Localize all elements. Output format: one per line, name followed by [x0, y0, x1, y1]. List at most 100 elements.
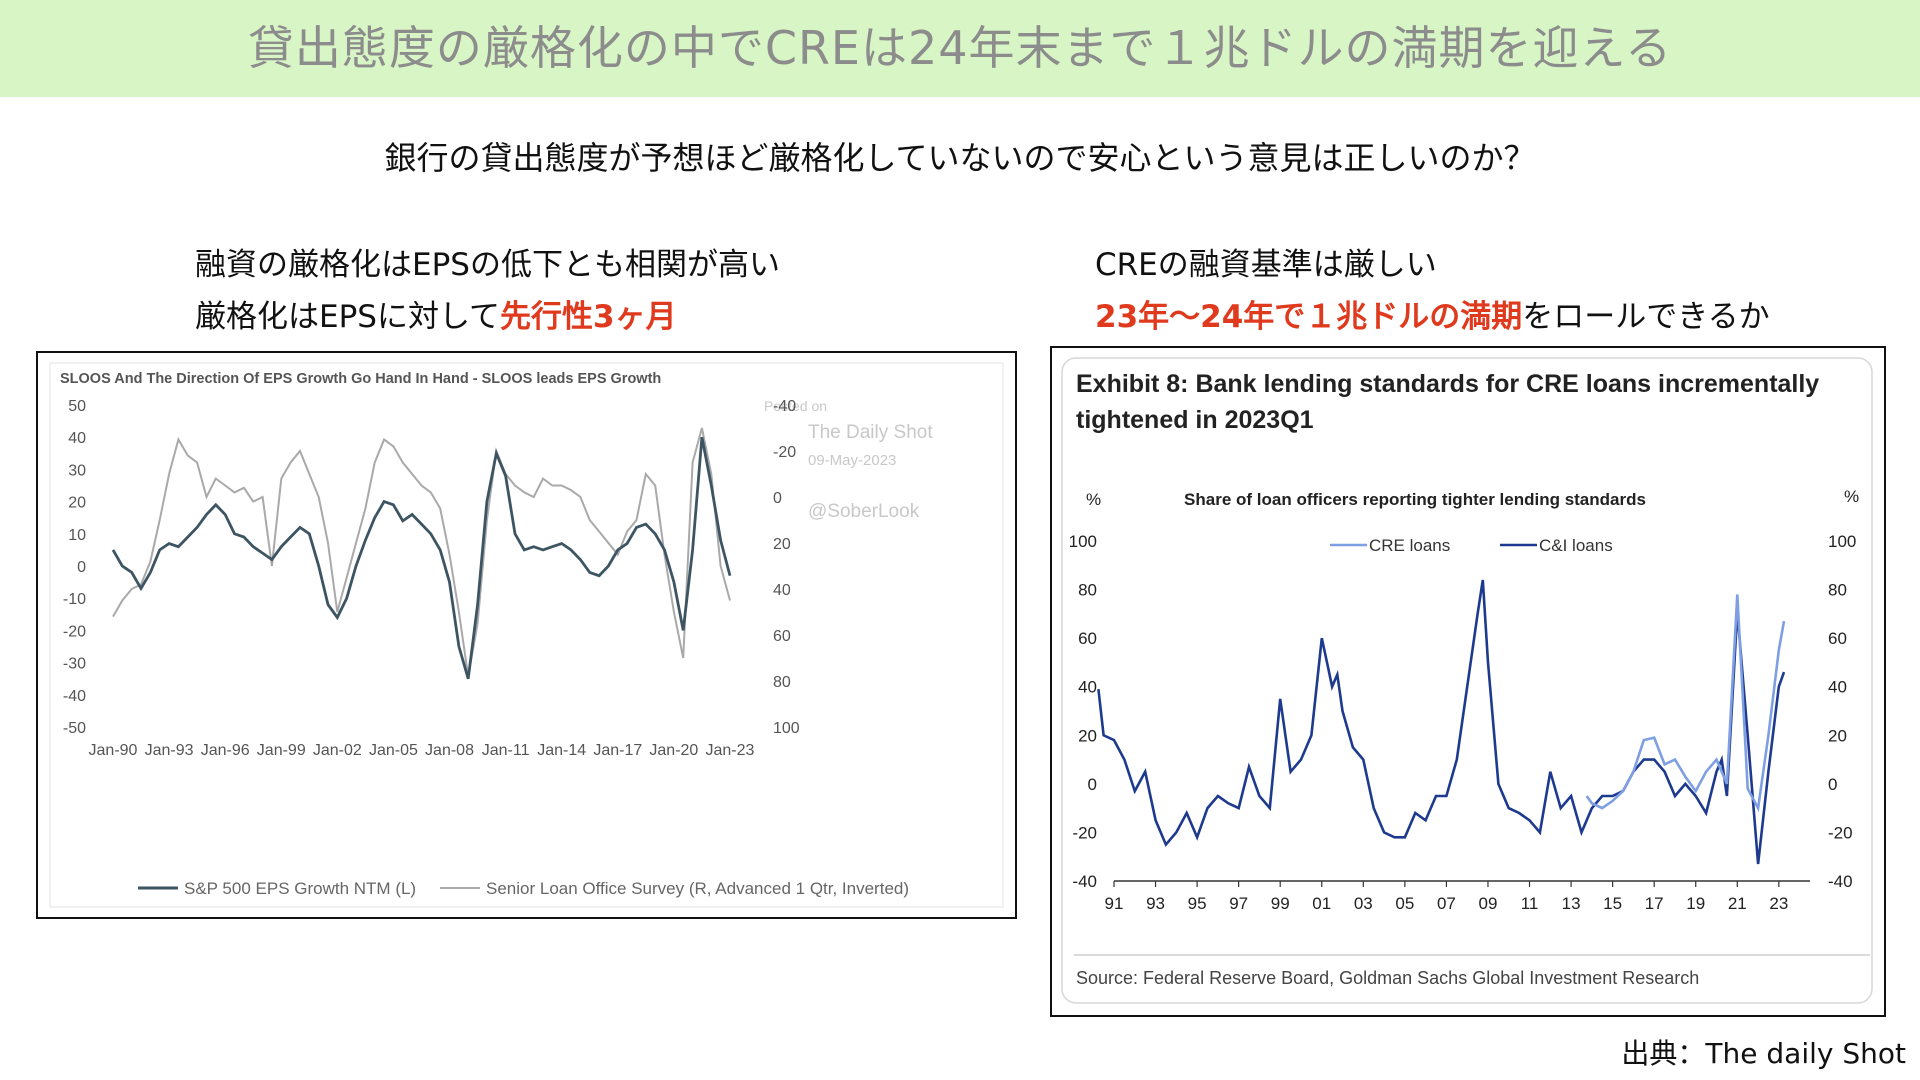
exhibit-title-line2: tightened in 2023Q1 — [1076, 406, 1314, 434]
x-tick-label: 05 — [1395, 894, 1414, 913]
watermark-handle: @SoberLook — [808, 501, 920, 522]
exhibit-title-line1: Exhibit 8: Bank lending standards for CR… — [1076, 370, 1819, 398]
left-caption-line1: 融資の厳格化はEPSの低下とも相関が高い — [195, 247, 780, 283]
source-note: 出典：The daily Shot — [1621, 1037, 1906, 1070]
left-y-tick: -20 — [63, 623, 86, 640]
left-chart-box: SLOOS And The Direction Of EPS Growth Go… — [36, 351, 1017, 919]
left-y-tick: 100 — [1069, 532, 1097, 551]
right-y-tick: -20 — [1828, 823, 1853, 842]
right-y-tick: 80 — [1828, 581, 1847, 600]
x-tick-label: 15 — [1603, 894, 1622, 913]
x-tick-label: 99 — [1271, 894, 1290, 913]
x-tick-label: 19 — [1686, 894, 1705, 913]
watermark-posted: Posted on — [764, 398, 827, 414]
left-caption-prefix: 厳格化はEPSに対して — [195, 299, 501, 335]
right-caption-suffix: をロールできるか — [1522, 299, 1770, 335]
x-tick-label: Jan-96 — [201, 742, 250, 759]
right-chart-box: Exhibit 8: Bank lending standards for CR… — [1050, 346, 1886, 1017]
x-tick-label: 21 — [1728, 894, 1747, 913]
eps-growth-line — [111, 436, 732, 680]
right-y-tick: 0 — [1828, 775, 1837, 794]
left-y-tick: 60 — [1078, 629, 1097, 648]
legend-cre: CRE loans — [1369, 536, 1450, 555]
left-legend: S&P 500 EPS Growth NTM (L) Senior Loan O… — [138, 879, 909, 898]
right-y-tick: 20 — [773, 536, 791, 553]
x-tick-label: 93 — [1146, 894, 1165, 913]
right-chart-subtitle: Share of loan officers reporting tighter… — [1184, 490, 1646, 509]
x-tick-label: Jan-23 — [705, 742, 754, 759]
left-y-tick: 30 — [68, 462, 86, 479]
x-tick-label: 03 — [1354, 894, 1373, 913]
x-tick-label: 09 — [1479, 894, 1498, 913]
x-tick-label: Jan-08 — [425, 742, 474, 759]
right-legend: CRE loans C&I loans — [1330, 536, 1613, 555]
x-tick-label: Jan-17 — [593, 742, 642, 759]
left-y-tick: -20 — [1072, 823, 1097, 842]
left-y-tick: 0 — [77, 559, 86, 576]
left-percent-label: % — [1086, 490, 1101, 509]
cre-lending-chart: Exhibit 8: Bank lending standards for CR… — [1061, 357, 1873, 1004]
left-y-tick: 20 — [1078, 726, 1097, 745]
x-tick-label: Jan-93 — [145, 742, 194, 759]
left-y-tick: 50 — [68, 398, 86, 415]
left-y-tick: -40 — [1072, 872, 1097, 891]
x-tick-label: 11 — [1521, 894, 1539, 913]
right-caption-line2: 23年〜24年で１兆ドルの満期をロールできるか — [1095, 291, 1770, 343]
x-tick-label: 95 — [1188, 894, 1207, 913]
right-percent-label: % — [1844, 487, 1859, 506]
x-tick-label: Jan-20 — [649, 742, 698, 759]
right-y-tick: -40 — [773, 398, 796, 415]
x-tick-label: 91 — [1105, 894, 1124, 913]
x-tick-label: 17 — [1645, 894, 1664, 913]
legend-eps: S&P 500 EPS Growth NTM (L) — [184, 879, 416, 898]
left-caption: 融資の厳格化はEPSの低下とも相関が高い 厳格化はEPSに対して先行性3ヶ月 — [195, 239, 780, 343]
right-caption: CREの融資基準は厳しい 23年〜24年で１兆ドルの満期をロールできるか — [1095, 239, 1770, 343]
left-y-tick: -30 — [63, 656, 86, 673]
x-tick-label: 07 — [1437, 894, 1456, 913]
x-tick-label: Jan-14 — [537, 742, 586, 759]
left-y-tick: 20 — [68, 495, 86, 512]
right-y-tick: 100 — [773, 720, 800, 737]
left-y-tick: 40 — [68, 430, 86, 447]
right-y-tick: 20 — [1828, 726, 1847, 745]
page-title: 貸出態度の厳格化の中でCREは24年末まで１兆ドルの満期を迎える — [247, 21, 1673, 75]
title-bar — [0, 0, 1920, 97]
x-tick-label: Jan-99 — [257, 742, 306, 759]
legend-ci: C&I loans — [1539, 536, 1613, 555]
left-y-tick: 0 — [1088, 775, 1097, 794]
left-caption-highlight: 先行性3ヶ月 — [500, 299, 677, 335]
right-y-tick: 0 — [773, 490, 782, 507]
right-chart-source: Source: Federal Reserve Board, Goldman S… — [1076, 968, 1699, 988]
right-y-tick: -20 — [773, 444, 796, 461]
left-caption-line2: 厳格化はEPSに対して先行性3ヶ月 — [195, 291, 780, 343]
left-y-tick: 40 — [1078, 678, 1097, 697]
watermark-brand: The Daily Shot — [808, 422, 933, 443]
x-tick-label: 01 — [1312, 894, 1331, 913]
left-y-tick: -40 — [63, 688, 86, 705]
x-tick-label: 97 — [1229, 894, 1248, 913]
right-y-tick: 100 — [1828, 532, 1856, 551]
right-y-tick: 60 — [1828, 629, 1847, 648]
question-text: 銀行の貸出態度が予想ほど厳格化していないので安心という意見は正しいのか？ — [384, 139, 1536, 177]
x-tick-label: Jan-05 — [369, 742, 418, 759]
left-chart-title: SLOOS And The Direction Of EPS Growth Go… — [60, 371, 661, 387]
right-caption-line1: CREの融資基準は厳しい — [1095, 247, 1437, 283]
right-caption-highlight: 23年〜24年で１兆ドルの満期 — [1095, 299, 1523, 335]
right-y-tick: 60 — [773, 628, 791, 645]
right-y-tick: 40 — [773, 582, 791, 599]
right-y-tick: -40 — [1828, 872, 1853, 891]
legend-sloos: Senior Loan Office Survey (R, Advanced 1… — [486, 879, 909, 898]
ci-loans-line — [1097, 579, 1786, 865]
cre-loans-line — [1585, 594, 1786, 813]
sloos-line — [112, 427, 731, 677]
x-tick-label: 23 — [1769, 894, 1788, 913]
right-y-tick: 40 — [1828, 678, 1847, 697]
left-y-tick: -50 — [63, 720, 86, 737]
x-tick-label: 13 — [1562, 894, 1581, 913]
x-tick-label: Jan-90 — [89, 742, 138, 759]
left-y-tick: -10 — [63, 591, 86, 608]
left-y-tick: 10 — [68, 527, 86, 544]
eps-sloos-chart: SLOOS And The Direction Of EPS Growth Go… — [49, 362, 1004, 908]
right-y-tick: 80 — [773, 674, 791, 691]
left-y-tick: 80 — [1078, 581, 1097, 600]
